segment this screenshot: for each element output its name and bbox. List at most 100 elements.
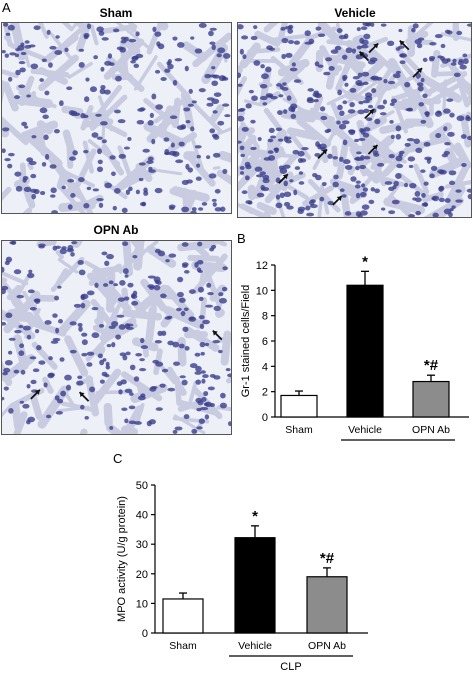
nucleus [440,56,445,62]
nucleus [40,190,46,196]
septum [212,166,221,170]
nucleus [199,323,205,330]
nucleus [405,108,413,112]
nucleus [360,129,366,135]
nucleus [154,339,162,344]
nucleus [41,161,47,167]
nucleus [154,69,161,74]
nucleus [194,48,203,54]
nucleus [319,196,325,202]
nucleus [105,361,110,367]
nucleus [197,286,205,293]
nucleus [250,119,256,124]
nucleus [152,26,157,33]
y-tick-label: 10 [256,285,268,297]
nucleus [138,162,146,166]
category-label: Vehicle [348,424,382,436]
nucleus [103,283,109,287]
nucleus [461,162,467,167]
nucleus [13,369,20,374]
nucleus [298,171,304,175]
septum [2,81,19,112]
nucleus [357,72,363,78]
septum [385,182,402,202]
nucleus [26,334,32,340]
nucleus [465,115,470,120]
nucleus [195,365,202,372]
nucleus [108,280,114,285]
nucleus [255,174,264,178]
nucleus [248,89,254,94]
nucleus [99,88,106,95]
nucleus [119,47,126,53]
nucleus [98,324,105,328]
nucleus [131,294,138,299]
nucleus [354,184,361,189]
septum [192,418,205,434]
septum [371,60,398,98]
nucleus [173,361,181,366]
nucleus [28,160,37,166]
panel-b-letter: B [237,231,246,246]
nucleus [80,404,85,410]
nucleus [187,103,194,107]
nucleus [47,373,55,379]
nucleus [214,207,222,212]
nucleus [389,102,395,106]
nucleus [275,127,283,132]
nucleus [201,378,206,384]
nucleus [24,125,29,129]
nucleus [456,115,465,122]
nucleus [379,112,387,116]
nucleus [239,171,245,175]
nucleus [42,114,49,120]
nucleus [399,53,405,58]
nucleus [27,272,35,279]
septum [446,162,470,204]
nucleus [66,86,73,91]
nucleus [388,154,395,159]
nucleus [333,174,339,180]
nucleus [282,82,287,86]
marker-arrow [368,42,379,54]
nucleus [60,390,67,397]
nucleus [105,365,111,370]
nucleus [133,376,140,382]
nucleus [293,40,300,45]
septum [256,201,277,215]
septum [89,115,128,138]
marker-arrow [399,40,410,51]
nucleus [43,382,48,388]
nucleus [7,76,13,82]
nucleus [78,48,85,52]
nucleus [245,200,253,205]
nucleus [415,73,421,79]
nucleus [178,343,185,349]
nucleus [140,393,146,398]
nucleus [157,250,166,257]
nucleus [339,188,345,192]
y-tick-label: 4 [262,361,268,373]
marker-arrow [364,108,375,120]
nucleus [268,155,276,161]
nucleus [44,90,50,96]
nucleus [194,371,202,375]
nucleus [262,174,270,180]
septum [11,401,23,432]
nucleus [33,25,41,31]
nucleus [391,199,400,205]
septum [454,142,471,169]
nucleus [214,188,221,194]
septum [401,62,432,97]
septum [243,99,263,107]
septum [124,405,144,434]
nucleus [65,384,72,391]
nucleus [78,62,85,68]
septum [430,49,441,78]
nucleus [161,330,167,336]
nucleus [107,53,113,59]
nucleus [317,33,326,38]
opn-ab-image-title: OPN Ab [93,223,139,237]
nucleus [106,253,114,260]
nucleus [146,160,154,164]
